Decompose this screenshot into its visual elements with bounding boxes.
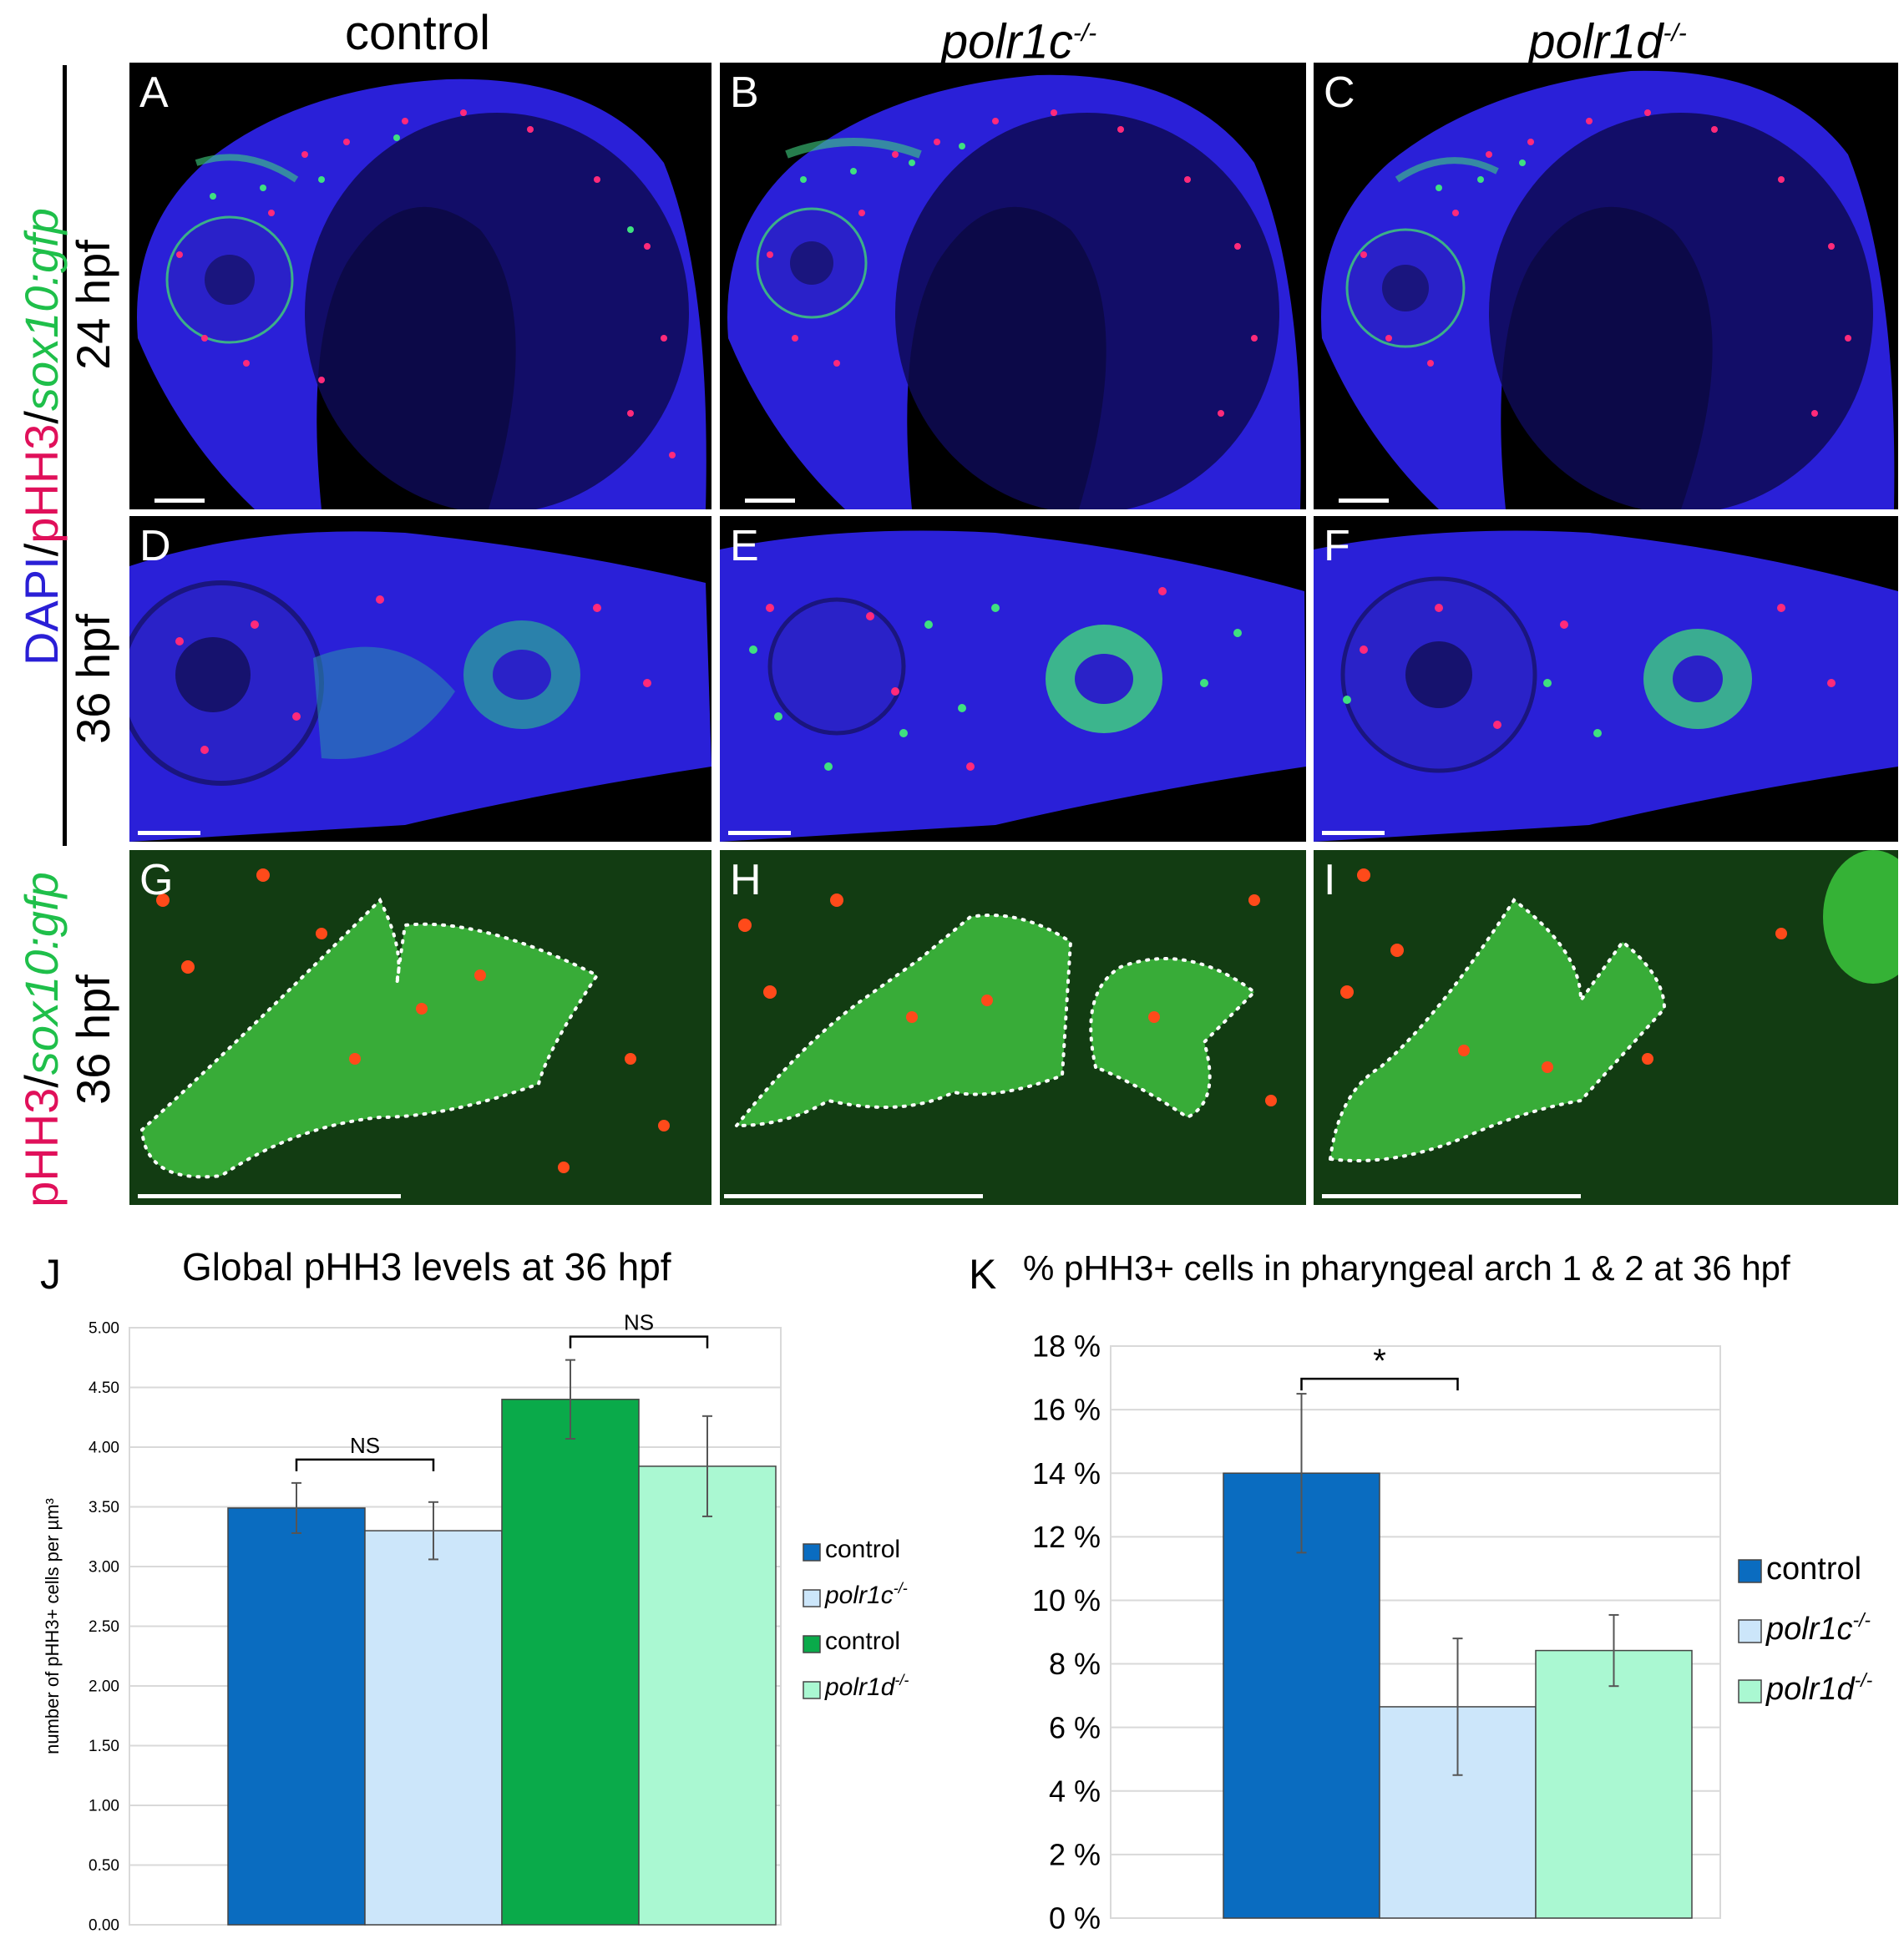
chart-letter-j: J [40,1251,61,1298]
row-label-36hpf-top: 36 hpf [67,614,119,744]
y-tick-label: 5.00 [89,1320,119,1338]
row-label-36hpf-bottom: 36 hpf [67,974,119,1105]
bar [364,1530,503,1926]
chart-title-j: Global pHH3 levels at 36 hpf [182,1245,671,1288]
micrograph-panel-a: A [129,63,711,509]
legend-label: polr1c-/- [824,1580,908,1609]
micrograph-panel-f: F [1314,516,1898,842]
y-tick-label: 18 % [1032,1329,1101,1364]
significance-bracket [569,1335,709,1349]
y-tick-label: 10 % [1032,1583,1101,1617]
y-tick-label: 0.00 [89,1917,119,1935]
legend-label: polr1c-/- [1765,1609,1871,1647]
legend-swatch [1738,1679,1762,1703]
panel-letter-a: A [139,68,169,117]
legend-label: control [825,1627,900,1655]
micrograph-panel-g: G [129,850,711,1205]
y-tick-label: 4.50 [89,1379,119,1397]
panel-letter-d: D [139,522,171,570]
y-tick-label: 8 % [1049,1647,1101,1681]
y-tick-label: 14 % [1032,1456,1101,1491]
chart-title-k: % pHH3+ cells in pharyngeal arch 1 & 2 a… [1023,1248,1790,1288]
legend-swatch [803,1635,821,1653]
stain-label-top: DAPI/pHH3/sox10:gfp [15,208,68,666]
legend-label: polr1d-/- [1765,1669,1873,1707]
chart-k: 0 % 2 % 4 % 6 % 8 % 10 % 12 % 14 % 16 % 18 % * cont… [1032,1329,1873,1936]
legend-swatch [803,1681,821,1699]
significance-label: * [1373,1343,1386,1379]
panel-letter-f: F [1324,522,1350,570]
legend-swatch [1738,1559,1762,1583]
column-title-control: control [344,6,491,60]
panel-letter-b: B [730,68,759,117]
stain-label-bottom: pHH3/sox10:gfp [15,872,68,1207]
y-tick-label: 0.50 [89,1857,119,1875]
y-tick-label: 2 % [1049,1837,1101,1871]
column-title-polr1d: polr1d-/- [1528,14,1687,69]
legend-swatch [803,1589,821,1607]
micrograph-panel-b: B [720,63,1306,509]
y-tick-label: 4 % [1049,1774,1101,1808]
y-tick-label: 2.00 [89,1678,119,1696]
panel-letter-c: C [1324,68,1355,117]
bar [1535,1649,1693,1919]
y-tick-label: 6 % [1049,1710,1101,1744]
y-tick-label: 1.00 [89,1798,119,1815]
chart-j: 0.00 0.50 1.00 1.50 2.00 2.50 3.00 3.50 4.00 4.50… [42,1310,909,1935]
row-label-24hpf: 24 hpf [67,240,119,370]
y-tick-label: 1.50 [89,1738,119,1755]
y-tick-label: 12 % [1032,1520,1101,1554]
significance-label: NS [624,1310,654,1335]
y-tick-label: 3.00 [89,1559,119,1577]
micrograph-panel-c: C [1314,63,1898,509]
panel-letter-h: H [730,856,762,904]
legend-label: control [825,1536,900,1563]
significance-bracket [295,1458,435,1471]
legend-swatch [1738,1619,1762,1643]
significance-label: NS [350,1433,380,1458]
y-tick-label: 0 % [1049,1901,1101,1936]
y-tick-label: 4.00 [89,1440,119,1457]
significance-bracket [1300,1377,1459,1391]
y-tick-label: 3.50 [89,1499,119,1516]
panel-letter-i: I [1324,856,1336,904]
legend-label: polr1d-/- [824,1672,909,1701]
y-tick-label: 16 % [1032,1393,1101,1427]
micrograph-panel-e: E [720,516,1306,842]
bar [227,1507,366,1926]
panel-letter-e: E [730,522,759,570]
legend-swatch [803,1543,821,1562]
micrograph-panel-d: D [129,516,711,842]
micrograph-panel-i: I [1314,850,1898,1205]
bar [638,1466,777,1926]
micrograph-panel-h: H [720,850,1306,1205]
chart-letter-k: K [969,1251,997,1298]
panel-letter-g: G [139,856,174,904]
column-title-polr1c: polr1c-/- [940,14,1097,69]
row-group-bracket [63,65,67,846]
y-axis-label: number of pHH3+ cells per µm³ [42,1498,63,1754]
legend-label: control [1766,1552,1861,1587]
y-tick-label: 2.50 [89,1618,119,1636]
bar [501,1399,640,1926]
